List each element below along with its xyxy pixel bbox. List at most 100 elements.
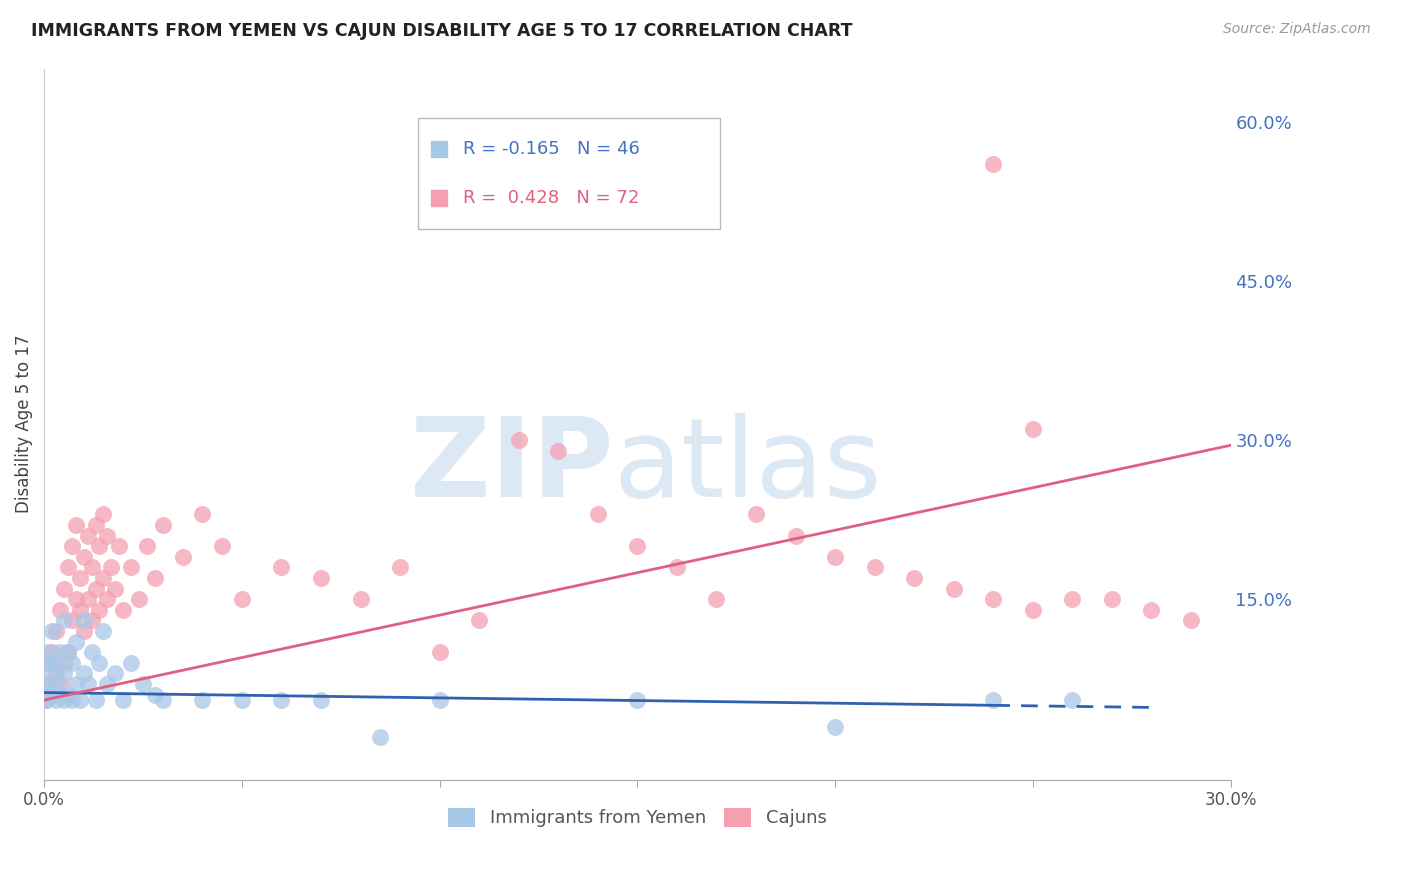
Text: Source: ZipAtlas.com: Source: ZipAtlas.com (1223, 22, 1371, 37)
Point (89, 656, 111, 670)
Point (108, 539, 131, 553)
Point (41, 688, 63, 702)
Point (1022, 422, 1045, 436)
Point (49, 688, 72, 702)
Point (49, 603, 72, 617)
Point (37, 645, 59, 659)
Point (49, 677, 72, 691)
Point (56, 560, 79, 574)
Point (152, 517, 174, 532)
Point (1180, 614, 1202, 628)
Point (65, 677, 87, 691)
Point (942, 582, 965, 596)
Point (84, 517, 107, 532)
Point (586, 508, 609, 522)
Point (45, 666, 67, 681)
Point (368, 730, 391, 744)
Point (39, 656, 62, 670)
Point (52, 614, 75, 628)
Point (981, 592, 1004, 607)
Point (41, 688, 63, 702)
Point (191, 693, 214, 707)
Text: R =  0.428   N = 72: R = 0.428 N = 72 (463, 188, 640, 207)
Point (37, 677, 59, 691)
Point (508, 433, 530, 447)
Point (309, 693, 332, 707)
Point (73, 614, 96, 628)
Point (80, 645, 103, 659)
Point (52, 582, 75, 596)
Point (60, 614, 83, 628)
Point (626, 693, 648, 707)
Point (73, 549, 96, 564)
Point (389, 560, 412, 574)
Point (76, 677, 98, 691)
Point (231, 693, 253, 707)
Point (270, 560, 292, 574)
Point (93, 571, 115, 585)
Point (56, 645, 79, 659)
Point (112, 693, 135, 707)
Point (73, 666, 96, 681)
Point (60, 693, 83, 707)
Point (76, 528, 98, 542)
Point (80, 560, 103, 574)
Point (73, 624, 96, 638)
Point (191, 508, 214, 522)
Point (143, 571, 166, 585)
Point (60, 539, 83, 553)
Point (626, 539, 648, 553)
Point (65, 592, 87, 607)
Point (84, 582, 107, 596)
Text: IMMIGRANTS FROM YEMEN VS CAJUN DISABILITY AGE 5 TO 17 CORRELATION CHART: IMMIGRANTS FROM YEMEN VS CAJUN DISABILIT… (31, 22, 852, 40)
Point (65, 634, 87, 648)
Point (824, 720, 846, 734)
Point (981, 157, 1004, 171)
Point (136, 539, 159, 553)
Point (41, 645, 63, 659)
Point (84, 693, 107, 707)
Point (52, 666, 75, 681)
Point (128, 592, 150, 607)
Point (76, 592, 98, 607)
Point (120, 560, 142, 574)
Point (863, 560, 886, 574)
Point (104, 666, 127, 681)
Text: R = -0.165   N = 46: R = -0.165 N = 46 (463, 140, 640, 158)
Point (45, 656, 67, 670)
Point (1140, 603, 1163, 617)
FancyBboxPatch shape (418, 119, 720, 228)
Point (112, 603, 135, 617)
Point (96, 677, 118, 691)
Point (37, 677, 59, 691)
Point (1062, 693, 1084, 707)
Point (41, 666, 63, 681)
Point (56, 688, 79, 702)
Text: atlas: atlas (613, 413, 882, 520)
Point (80, 614, 103, 628)
Point (665, 560, 688, 574)
Point (903, 571, 925, 585)
Point (56, 645, 79, 659)
Point (120, 656, 142, 670)
Point (349, 592, 371, 607)
Point (45, 677, 67, 691)
Point (152, 693, 174, 707)
Point (1101, 592, 1123, 607)
Point (49, 645, 72, 659)
Point (93, 624, 115, 638)
Point (69, 603, 91, 617)
Point (89, 539, 111, 553)
Point (52, 656, 75, 670)
Point (745, 508, 768, 522)
Point (69, 693, 91, 707)
Point (824, 549, 846, 564)
Point (41, 624, 63, 638)
Point (45, 693, 67, 707)
Point (37, 656, 59, 670)
Point (172, 549, 194, 564)
Point (785, 528, 807, 542)
Point (309, 571, 332, 585)
Text: ZIP: ZIP (411, 413, 613, 520)
Legend: Immigrants from Yemen, Cajuns: Immigrants from Yemen, Cajuns (441, 801, 834, 835)
